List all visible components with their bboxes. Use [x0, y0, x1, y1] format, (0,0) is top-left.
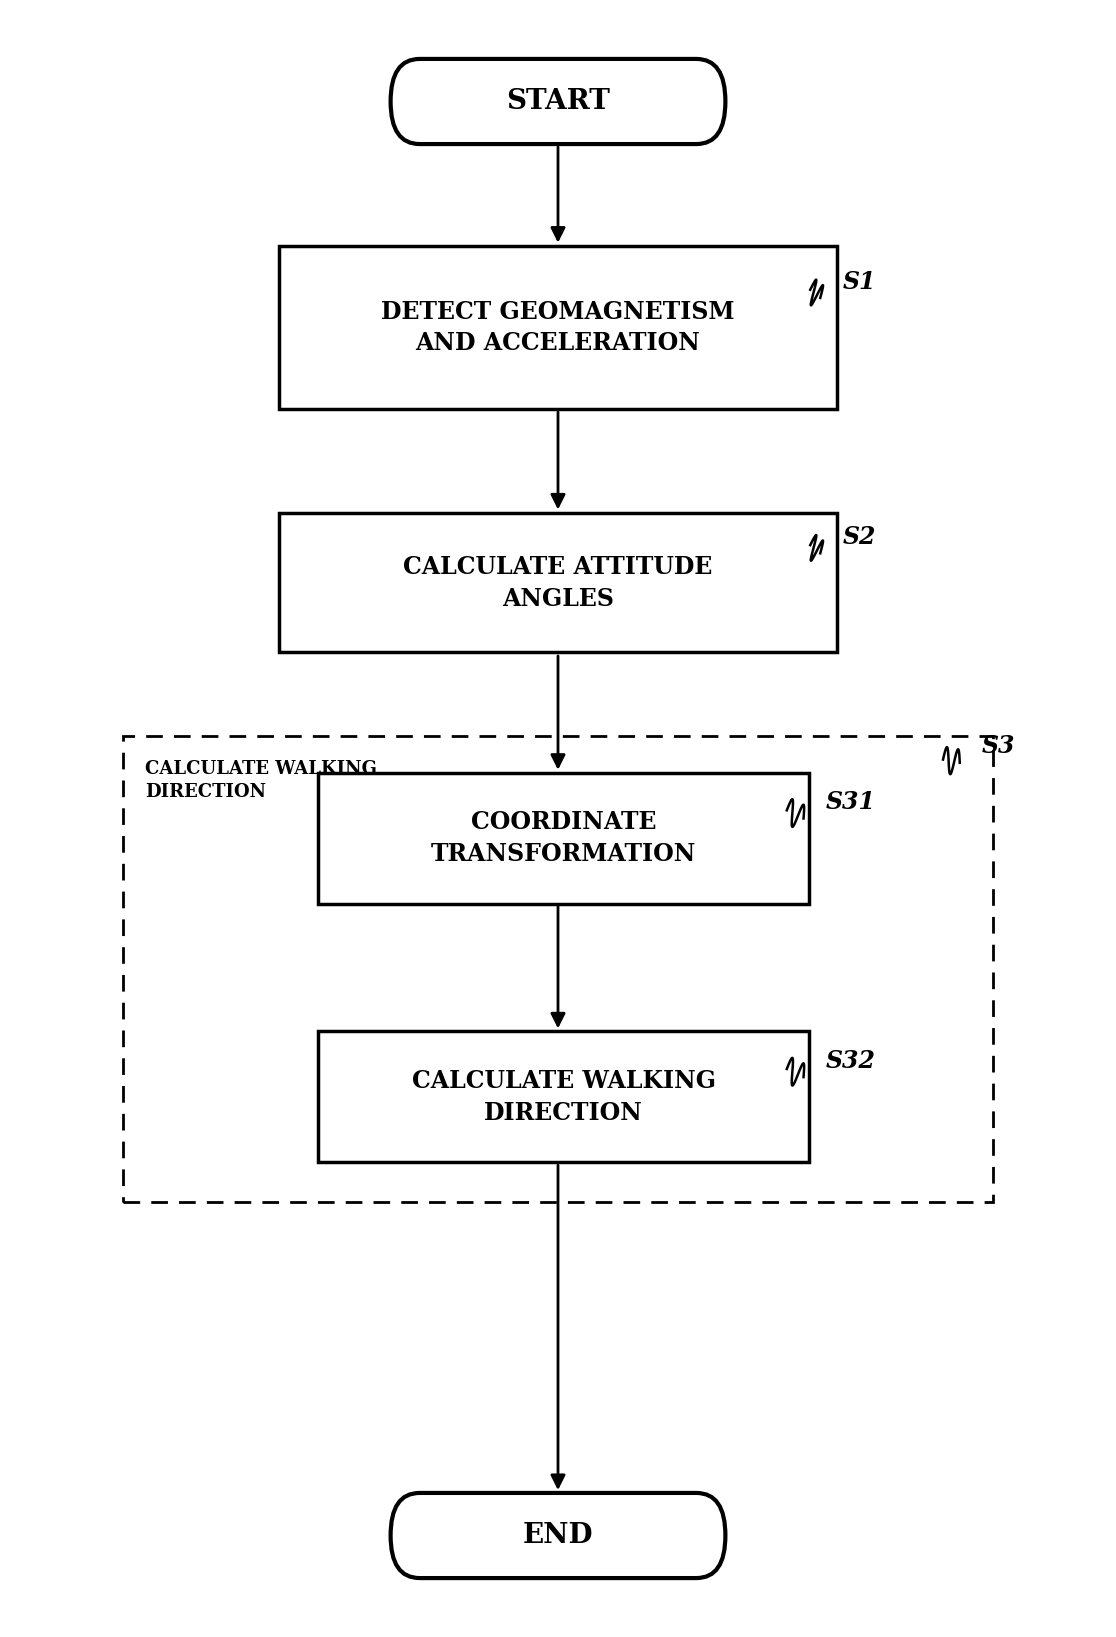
Bar	[279, 512, 837, 652]
Bar	[123, 737, 993, 1202]
Text: DETECT GEOMAGNETISM
AND ACCELERATION: DETECT GEOMAGNETISM AND ACCELERATION	[382, 300, 734, 355]
Bar	[318, 1031, 809, 1162]
Bar	[279, 246, 837, 409]
Bar	[318, 773, 809, 904]
Text: CALCULATE ATTITUDE
ANGLES: CALCULATE ATTITUDE ANGLES	[403, 555, 713, 611]
Text: CALCULATE WALKING
DIRECTION: CALCULATE WALKING DIRECTION	[145, 760, 377, 800]
Text: COORDINATE
TRANSFORMATION: COORDINATE TRANSFORMATION	[431, 810, 696, 866]
FancyBboxPatch shape	[391, 1493, 725, 1578]
Text: START: START	[506, 88, 610, 115]
FancyBboxPatch shape	[391, 59, 725, 144]
Text: S1: S1	[843, 270, 876, 293]
Text: S31: S31	[826, 791, 876, 814]
Text: S3: S3	[982, 735, 1016, 758]
Text: S32: S32	[826, 1049, 876, 1072]
Text: END: END	[522, 1522, 594, 1549]
Text: CALCULATE WALKING
DIRECTION: CALCULATE WALKING DIRECTION	[412, 1069, 715, 1125]
Text: S2: S2	[843, 525, 876, 548]
